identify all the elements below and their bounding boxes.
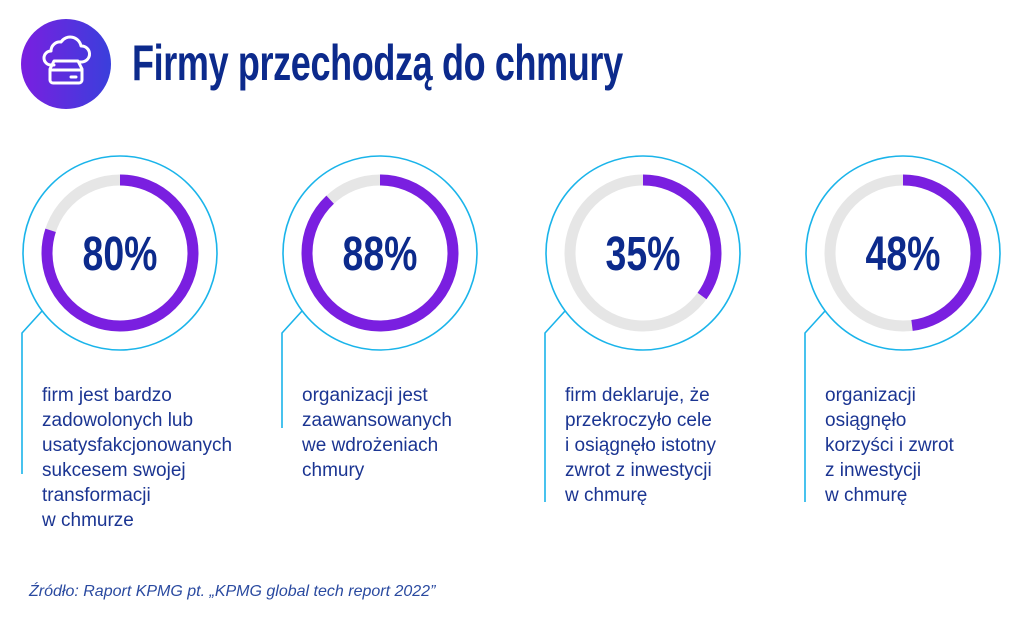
connector-line	[281, 310, 303, 428]
percent-label: 48%	[866, 228, 941, 282]
outline-circle	[282, 155, 478, 351]
connector-line	[804, 310, 826, 502]
chart-description: firm deklaruje, że przekroczyło cele i o…	[565, 385, 717, 506]
chart-description: organizacji jest zaawansowanych we wdroż…	[302, 385, 452, 481]
donut-value-arc	[564, 174, 722, 332]
donut-value-arc	[824, 174, 982, 332]
source-note: Źródło: Raport KPMG pt. „KPMG global tec…	[29, 583, 436, 600]
percent-label: 35%	[606, 228, 681, 282]
outline-circle	[805, 155, 1001, 351]
donut-value-arc	[41, 174, 199, 332]
percent-label: 80%	[83, 228, 158, 282]
donut-value-arc	[301, 174, 459, 332]
cloud-server-icon	[21, 19, 111, 109]
outline-circle	[22, 155, 218, 351]
connector-line	[21, 310, 43, 474]
outline-circle	[545, 155, 741, 351]
page-title: Firmy przechodzą do chmury	[132, 35, 623, 91]
connector-line	[544, 310, 566, 502]
chart-description: firm jest bardzo zadowolonych lub usatys…	[42, 385, 233, 531]
percent-label: 88%	[343, 228, 418, 282]
chart-description: organizacji osiągnęło korzyści i zwrot z…	[825, 385, 954, 506]
